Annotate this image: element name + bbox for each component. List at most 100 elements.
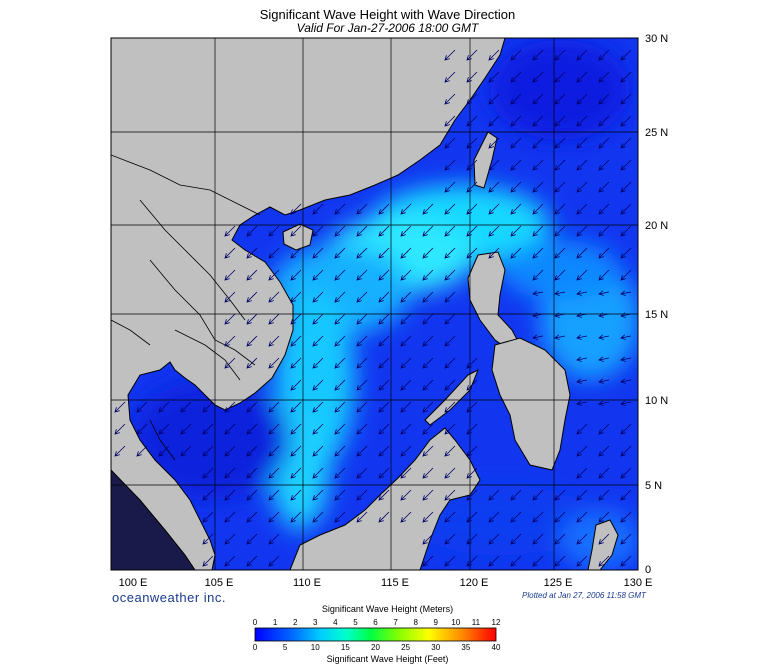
lon-tick-label: 105 E: [205, 577, 234, 589]
wave-direction-arrow: [246, 511, 258, 523]
wave-direction-arrow: [576, 181, 588, 193]
colorbar-feet-title: Significant Wave Height (Feet): [326, 654, 449, 664]
wave-direction-arrow: [224, 555, 236, 567]
wave-direction-arrow: [532, 203, 544, 215]
wave-direction-arrow: [444, 379, 456, 391]
wave-direction-arrow: [422, 401, 434, 413]
wave-direction-arrow: [422, 467, 434, 479]
wave-direction-arrow: [268, 269, 280, 281]
wave-direction-arrow: [576, 489, 588, 501]
wave-direction-arrow: [620, 533, 632, 545]
wave-direction-arrow: [466, 445, 478, 457]
wave-direction-arrow: [576, 533, 588, 545]
wave-direction-arrow: [378, 445, 390, 457]
wave-direction-arrow: [444, 445, 456, 457]
wave-direction-arrow: [444, 115, 456, 127]
valid-time-subtitle: Valid For Jan-27-2006 18:00 GMT: [296, 21, 479, 35]
wave-direction-arrow: [576, 400, 588, 406]
wave-direction-arrow: [378, 489, 390, 501]
wave-direction-arrow: [620, 247, 632, 259]
wave-direction-arrow: [224, 467, 236, 479]
wave-direction-arrow: [268, 533, 280, 545]
wave-direction-arrow: [378, 313, 390, 325]
wave-direction-arrow: [422, 269, 434, 281]
wave-direction-arrow: [554, 247, 566, 259]
wave-direction-arrow: [598, 511, 610, 523]
colorbar-feet-tick: 35: [461, 643, 470, 652]
wave-direction-arrow: [466, 423, 478, 435]
wave-direction-arrow: [466, 159, 478, 171]
wave-direction-arrow: [554, 159, 566, 171]
colorbar-feet-tick: 20: [371, 643, 380, 652]
wave-direction-arrow: [444, 489, 456, 501]
wave-direction-arrow: [488, 49, 500, 61]
wave-direction-arrow: [444, 555, 456, 567]
wave-direction-arrow: [576, 225, 588, 237]
wave-direction-arrow: [268, 357, 280, 369]
wave-direction-arrows: [114, 49, 632, 567]
wave-direction-arrow: [620, 555, 632, 567]
wave-direction-arrow: [576, 511, 588, 523]
wave-direction-arrow: [444, 93, 456, 105]
plotted-timestamp: Plotted at Jan 27, 2006 11:58 GMT: [522, 591, 646, 600]
wave-direction-arrow: [598, 356, 610, 362]
wave-direction-arrow: [444, 511, 456, 523]
wave-direction-arrow: [334, 401, 346, 413]
wave-direction-arrow: [400, 445, 412, 457]
wave-direction-arrow: [136, 423, 148, 435]
wave-direction-arrow: [554, 71, 566, 83]
wave-direction-arrow: [334, 291, 346, 303]
wave-direction-arrow: [290, 489, 302, 501]
wave-direction-arrow: [290, 445, 302, 457]
wave-direction-arrow: [246, 555, 258, 567]
wave-direction-arrow: [290, 203, 302, 215]
wave-direction-arrow: [158, 423, 170, 435]
wave-direction-arrow: [620, 378, 632, 384]
wave-direction-arrow: [598, 378, 610, 384]
wave-direction-arrow: [422, 247, 434, 259]
wave-direction-arrow: [268, 401, 280, 413]
wave-direction-arrow: [378, 225, 390, 237]
wave-direction-arrow: [554, 511, 566, 523]
lon-tick-label: 115 E: [381, 577, 409, 589]
wave-direction-arrow: [576, 378, 588, 384]
wave-direction-arrow: [576, 115, 588, 127]
wave-direction-arrow: [400, 269, 412, 281]
wave-direction-arrow: [576, 423, 588, 435]
wave-direction-arrow: [598, 555, 610, 567]
wave-direction-arrow: [202, 401, 214, 413]
lon-tick-label: 125 E: [544, 577, 573, 589]
wave-direction-arrow: [312, 225, 324, 237]
wave-direction-arrow: [532, 247, 544, 259]
colorbar-meters-tick: 0: [253, 618, 258, 627]
colorbar-feet-tick: 5: [283, 643, 288, 652]
map-frame: [110, 37, 639, 571]
wave-direction-arrow: [334, 313, 346, 325]
wave-direction-arrow: [422, 203, 434, 215]
wave-direction-arrow: [488, 203, 500, 215]
wave-direction-arrow: [180, 445, 192, 457]
lon-tick-label: 120 E: [460, 577, 489, 589]
asian-mainland: [111, 38, 506, 570]
wave-direction-arrow: [158, 401, 170, 413]
wave-direction-arrow: [356, 291, 368, 303]
colorbar-meters-tick: 10: [451, 618, 460, 627]
wave-direction-arrow: [290, 423, 302, 435]
wave-direction-arrow: [378, 247, 390, 259]
wave-direction-arrow: [620, 71, 632, 83]
wave-direction-arrow: [598, 269, 610, 281]
wave-direction-arrow: [356, 401, 368, 413]
wave-direction-arrow: [444, 291, 456, 303]
wave-direction-arrow: [554, 203, 566, 215]
wave-direction-arrow: [510, 533, 522, 545]
wave-direction-arrow: [290, 401, 302, 413]
wave-direction-arrow: [334, 225, 346, 237]
wave-direction-arrow: [466, 467, 478, 479]
wave-direction-arrow: [576, 334, 588, 340]
wave-direction-arrow: [246, 357, 258, 369]
wave-direction-arrow: [224, 445, 236, 457]
wave-direction-arrow: [598, 533, 610, 545]
wave-direction-arrow: [510, 115, 522, 127]
wave-direction-arrow: [576, 93, 588, 105]
wave-direction-arrow: [620, 225, 632, 237]
